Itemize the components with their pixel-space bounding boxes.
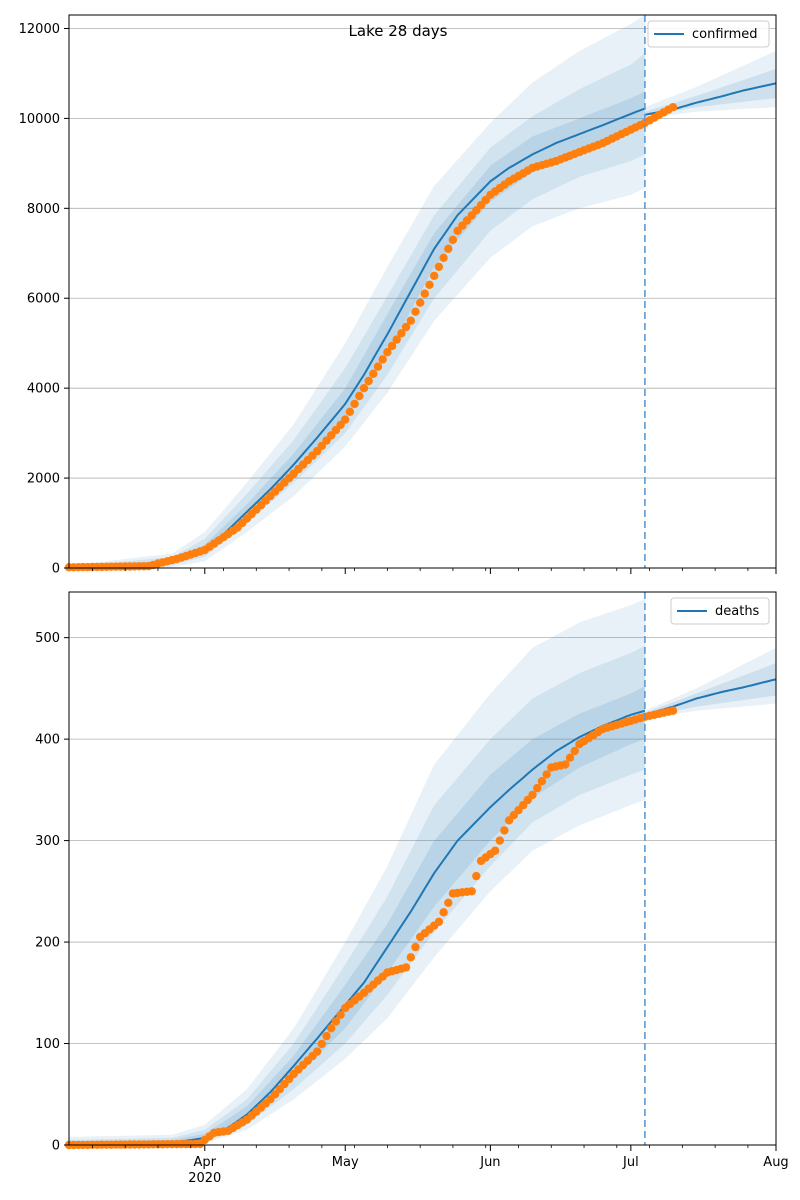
confirmed-bands [69,15,776,568]
confirmed-legend-box [647,20,770,48]
confirmed-observed-point [434,262,444,271]
confirmed-grid [69,28,776,569]
confirmed-observed-point [430,271,439,280]
confirmed-observed-point [387,341,397,351]
deaths-legend-label: deaths [715,604,760,619]
deaths-observed-point [406,953,415,962]
confirmed-observed-point [448,235,458,244]
deaths-observed-point [439,908,448,917]
deaths-fit-band-outer [69,599,645,1145]
deaths-observed-point [500,826,509,835]
deaths-observed-point [542,770,551,779]
confirmed-observed-point [383,348,392,357]
deaths-observed-point [327,1024,336,1033]
confirmed-y-tick-label: 6000 [27,292,60,307]
confirmed-observed-point [355,391,364,401]
deaths-bands [69,599,776,1145]
confirmed-y-tick-label: 0 [52,562,60,577]
confirmed-observed-point [341,415,350,424]
confirmed-observed-point [373,362,383,371]
deaths-y-tick-label: 500 [35,631,60,646]
deaths-observed-point [668,706,678,715]
deaths-x-tick-label: Jul [622,1155,639,1170]
deaths-x-tick-sublabel: 2020 [188,1171,221,1186]
confirmed-observed-point [444,244,453,253]
deaths-y-tick-label: 400 [35,733,60,748]
deaths-legend: deaths [670,597,770,625]
confirmed-axes: 0 2000 4000 6000 8000 10000 12000 [19,14,777,577]
deaths-observed-point [317,1039,326,1049]
deaths-observed-point [561,760,570,769]
confirmed-observed-point [364,376,373,386]
deaths-observed-point [411,942,420,952]
deaths-observed-point [434,917,444,926]
deaths-fit-band-middle [69,645,645,1145]
confirmed-forecast-band-inner [644,69,776,117]
confirmed-observed-point [397,329,406,338]
deaths-observed-point [570,746,579,756]
confirmed-observed-point [416,298,425,307]
deaths-forecast-band-inner [644,663,776,717]
deaths-observed-point [322,1031,331,1041]
confirmed-observed-point [378,355,387,364]
confirmed-fit-band-outer [69,15,645,568]
confirmed-y-tick-label: 8000 [27,202,60,217]
confirmed-observed-point [668,103,678,112]
deaths-fit-band-inner [69,686,645,1145]
deaths-observed-point [495,836,504,845]
deaths-observed-point [313,1047,322,1056]
deaths-observed-point [537,777,547,786]
confirmed-y-tick-label: 10000 [19,112,60,127]
confirmed-observed-point [420,289,429,298]
deaths-legend-box [670,597,770,625]
deaths-observed-point [472,871,481,881]
confirmed-observed-point [350,399,359,409]
deaths-x-tick-label: Apr [194,1155,217,1170]
confirmed-observed-point [406,316,415,325]
deaths-y-tick-label: 200 [35,936,60,951]
deaths-y-tick-label: 0 [52,1139,60,1154]
confirmed-fit-band-inner [69,91,645,568]
confirmed-observed-point [392,335,401,344]
deaths-axes-frame [68,591,777,1146]
confirmed-forecast-band-outer [644,51,776,119]
confirmed-y-tick-label: 2000 [27,472,60,487]
confirmed-axes-frame [68,14,777,569]
deaths-x-tick-label: May [332,1155,359,1170]
confirmed-observed-point [401,322,411,332]
confirmed-observed-point [411,307,420,316]
confirmed-y-tick-label: 4000 [27,382,60,397]
confirmed-y-tick-label: 12000 [19,22,60,37]
deaths-observed-point [490,846,500,855]
deaths-observed-point [444,898,453,907]
deaths-observed-point [533,783,542,793]
confirmed-observed-point [359,384,369,393]
chart-title: Lake 28 days [349,22,448,40]
deaths-y-tick-label: 300 [35,834,60,849]
confirmed-fit-band-middle [69,53,645,568]
confirmed-observed-point [345,407,355,416]
confirmed-panel: 0 2000 4000 6000 8000 10000 12000 Lake 28 days… [19,14,777,577]
deaths-observed-point [331,1017,341,1026]
deaths-observed-point [528,790,537,800]
deaths-forecast-band-outer [644,647,776,719]
confirmed-observed-point [369,369,378,378]
deaths-x-tick-label: Jun [479,1155,500,1170]
deaths-y-tick-label: 100 [35,1037,60,1052]
deaths-observed-point [401,963,411,972]
deaths-observed-point [336,1010,345,1019]
deaths-observed-point [467,887,476,896]
deaths-x-tick-label: Aug [763,1155,788,1170]
confirmed-legend-label: confirmed [692,27,758,42]
deaths-observed-point [565,753,575,762]
confirmed-observed-point [439,253,448,262]
confirmed-observed-point [425,280,434,289]
confirmed-legend: confirmed [647,20,770,48]
